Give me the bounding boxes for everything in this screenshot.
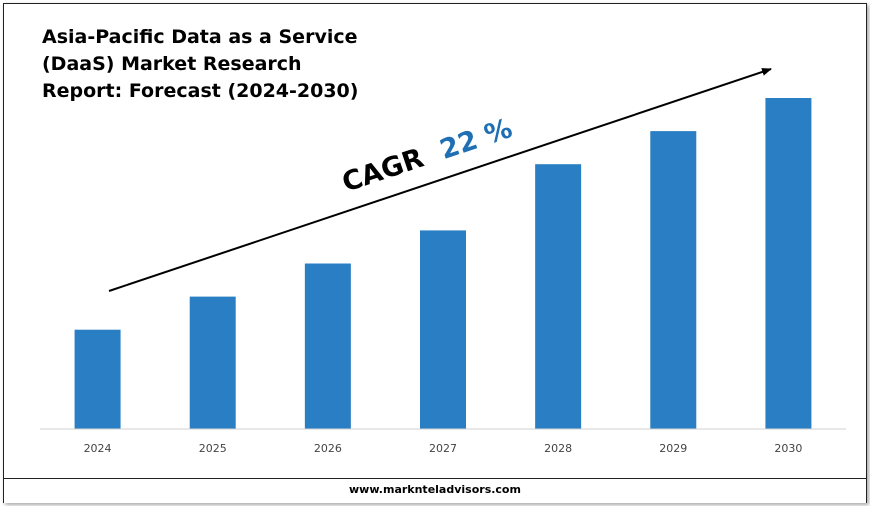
chart-title-line-3: Report: Forecast (2024-2030) [42, 80, 359, 102]
bar-2028 [535, 164, 582, 429]
x-tick-label-2024: 2024 [84, 442, 112, 455]
x-tick-label-2029: 2029 [659, 442, 687, 455]
chart-title: Asia-Pacific Data as a Service (DaaS) Ma… [42, 24, 359, 105]
bar-2026 [304, 263, 351, 429]
footer-bar [4, 478, 866, 503]
chart-title-line-2: (DaaS) Market Research [42, 53, 302, 75]
bar-chart: 2024 2025 2026 2027 2028 2029 2030 CAGR 22 % [40, 68, 846, 455]
bar-2030 [765, 98, 812, 429]
x-tick-label-2030: 2030 [774, 442, 802, 455]
x-tick-label-2026: 2026 [314, 442, 342, 455]
trend-arrow [108, 68, 772, 292]
bar-2029 [650, 131, 697, 429]
website-url: www.marknteladvisors.com [349, 483, 521, 496]
x-tick-labels: 2024 2025 2026 2027 2028 2029 2030 [84, 442, 803, 455]
x-tick-label-2027: 2027 [429, 442, 457, 455]
x-tick-label-2025: 2025 [199, 442, 227, 455]
bar-2027 [420, 230, 466, 429]
bar-2025 [189, 296, 236, 429]
chart-title-line-1: Asia-Pacific Data as a Service [42, 26, 358, 48]
bar-2024 [74, 329, 121, 429]
bars-group [74, 98, 812, 429]
cagr-label: CAGR [338, 143, 427, 199]
x-tick-label-2028: 2028 [544, 442, 572, 455]
cagr-annotation: CAGR 22 % [338, 113, 516, 199]
